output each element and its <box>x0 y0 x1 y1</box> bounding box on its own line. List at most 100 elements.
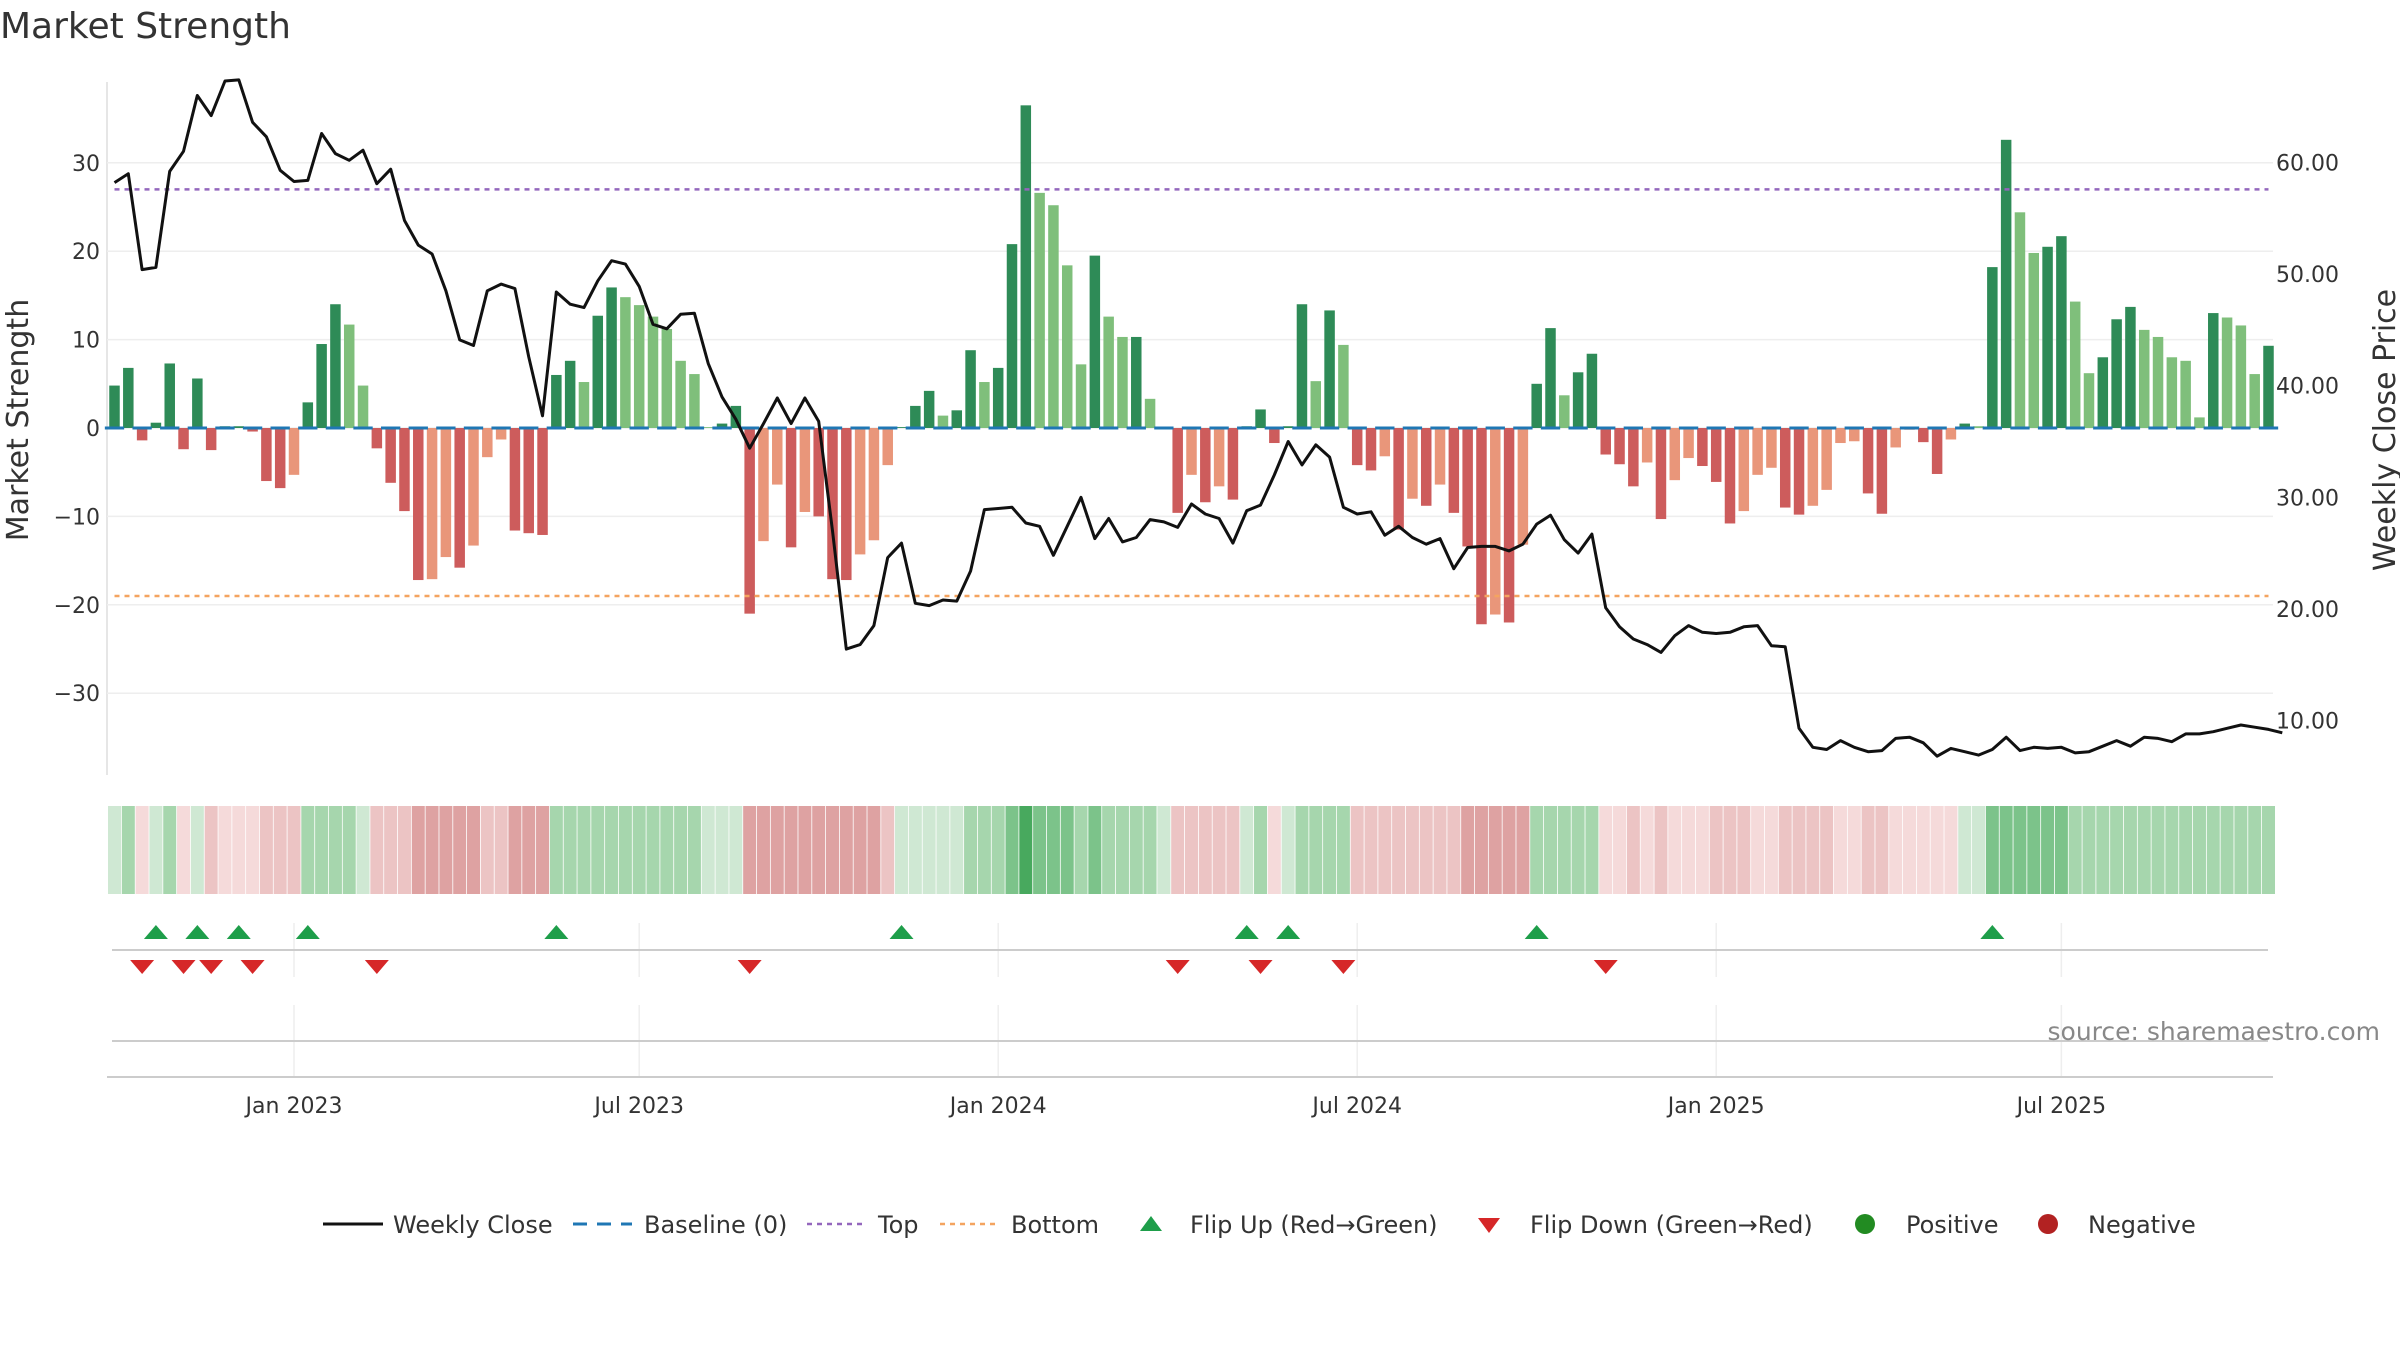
flip-down-marker <box>130 960 155 974</box>
strength-bar <box>2263 345 2274 428</box>
strength-bar <box>1117 336 1128 428</box>
strength-bar <box>413 428 424 581</box>
flip-up-marker <box>143 925 168 939</box>
strength-bar <box>564 360 576 428</box>
x-tick-label: Jul 2025 <box>2015 1094 2107 1119</box>
strength-bar <box>1600 428 1611 455</box>
strip-cell <box>273 806 287 894</box>
strip-cell <box>315 806 329 894</box>
strip-cell <box>328 806 342 894</box>
strength-bar <box>2069 301 2081 428</box>
strength-bar <box>1572 372 1584 428</box>
legend-label: Positive <box>1906 1211 1999 1239</box>
strength-bar <box>1918 428 1929 443</box>
strip-cell <box>2165 806 2179 894</box>
strength-bar <box>2152 336 2164 428</box>
strength-bar <box>1310 381 1322 428</box>
strip-cell <box>1074 806 1088 894</box>
strength-bar <box>1766 428 1777 468</box>
strip-cell <box>1171 806 1185 894</box>
strength-bar <box>578 382 590 428</box>
x-tick-label: Jul 2023 <box>592 1094 684 1119</box>
strip-cell <box>1930 806 1944 894</box>
strength-bar <box>1255 409 1266 428</box>
chart-title: Market Strength <box>0 6 291 47</box>
strength-bar <box>205 428 217 451</box>
strip-cell <box>1861 806 1875 894</box>
strip-cell <box>1309 806 1323 894</box>
strength-bar <box>1531 383 1542 428</box>
strength-bar <box>2180 360 2191 428</box>
strip-cell <box>2261 806 2276 894</box>
strip-cell <box>411 806 425 894</box>
strip-cell <box>1695 806 1709 894</box>
strip-cell <box>536 806 550 894</box>
strength-bar <box>1061 265 1073 428</box>
x-tick-label: Jan 2023 <box>244 1094 343 1119</box>
flip-up-marker <box>226 925 251 939</box>
strength-bar <box>1407 428 1418 499</box>
strength-bar <box>1835 428 1846 444</box>
x-tick-labels: Jan 2023 Jul 2023 Jan 2024 Jul 2024 Jan 2025… <box>244 1094 2107 1119</box>
flip-markers-panel <box>112 923 2268 1077</box>
strip-cell <box>798 806 812 894</box>
strip-cell <box>1488 806 1502 894</box>
strength-bar <box>1517 428 1529 545</box>
strip-cell <box>964 806 978 894</box>
strip-cell <box>687 806 701 894</box>
y2-tick-label: 30.00 <box>2276 486 2339 511</box>
strip-cell <box>591 806 605 894</box>
strength-bar <box>868 428 880 541</box>
strength-bar <box>1227 428 1239 500</box>
y-tick-label: −10 <box>54 505 100 530</box>
flip-panel-gridlines <box>293 923 2063 1077</box>
strip-cell <box>149 806 163 894</box>
strip-cell <box>1751 806 1765 894</box>
strength-bar <box>689 374 700 428</box>
strip-cell <box>950 806 964 894</box>
strip-cell <box>853 806 867 894</box>
strength-heat-strip <box>107 806 2276 894</box>
strip-cell <box>1433 806 1447 894</box>
strip-cell <box>1709 806 1723 894</box>
strip-cell <box>577 806 591 894</box>
strip-cell <box>1184 806 1199 894</box>
strip-cell <box>121 806 135 894</box>
strip-cell <box>2234 806 2248 894</box>
strength-bar <box>979 382 990 428</box>
strip-cell <box>397 806 411 894</box>
strip-cell <box>177 806 191 894</box>
legend-swatch-positive <box>1855 1214 1875 1234</box>
flip-up-marker <box>1234 925 1259 939</box>
strip-cell <box>494 806 508 894</box>
legend-label: Flip Down (Green→Red) <box>1530 1211 1813 1239</box>
strength-bar <box>261 428 272 482</box>
strength-bar <box>523 428 534 534</box>
strip-cell <box>2082 806 2096 894</box>
strength-bar <box>1282 426 1294 428</box>
strength-bar <box>1186 428 1197 475</box>
flip-up-marker <box>1980 925 2005 939</box>
strength-bar <box>772 428 783 485</box>
legend: Weekly Close Baseline (0) Top Bottom Flip Up… <box>323 1211 2196 1239</box>
strength-bar <box>343 324 355 428</box>
strength-bar <box>1945 428 1957 440</box>
strength-bar <box>1006 244 1018 428</box>
y-tick-label: 10 <box>72 329 100 354</box>
strip-cell <box>1778 806 1792 894</box>
strength-bar <box>1213 428 1225 487</box>
strip-cell <box>1364 806 1378 894</box>
strength-bar <box>316 344 327 428</box>
strip-cell <box>1350 806 1364 894</box>
strip-cell <box>1820 806 1834 894</box>
strip-cell <box>287 806 301 894</box>
strip-cell <box>1143 806 1157 894</box>
strip-cell <box>1129 806 1143 894</box>
strip-cell <box>1557 806 1571 894</box>
legend-label: Flip Up (Red→Green) <box>1190 1211 1438 1239</box>
strength-bar <box>2083 373 2095 428</box>
strength-bar <box>854 428 866 555</box>
strip-cell <box>2110 806 2124 894</box>
strip-cell <box>1723 806 1737 894</box>
strength-bar <box>951 410 963 428</box>
